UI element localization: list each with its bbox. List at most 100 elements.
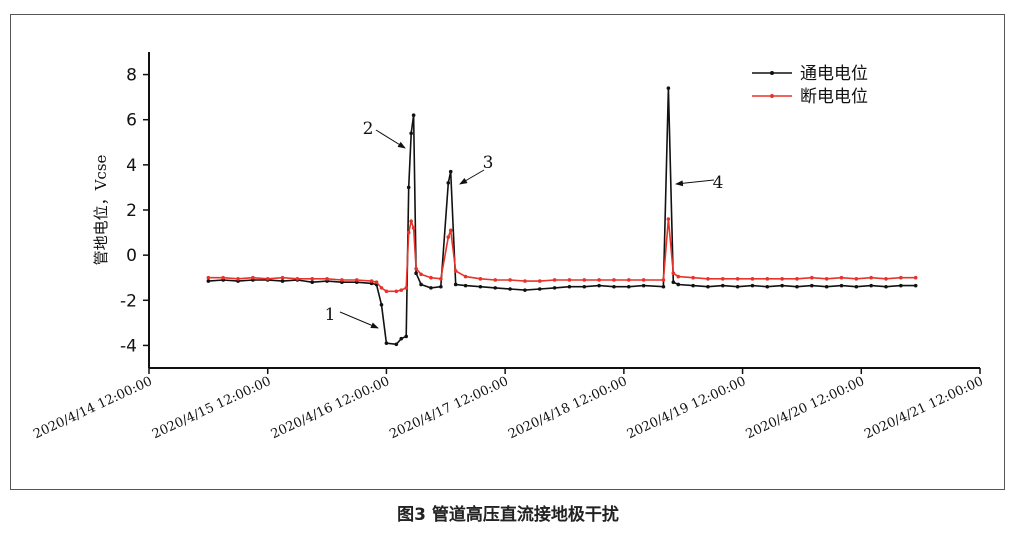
- data-point: [429, 286, 433, 290]
- data-point: [597, 278, 601, 282]
- data-point: [552, 286, 557, 290]
- annotation-arrow: [459, 169, 485, 185]
- data-point: [567, 278, 572, 282]
- data-point: [478, 277, 483, 281]
- data-point: [414, 271, 418, 276]
- data-point: [691, 283, 695, 288]
- data-point: [379, 303, 384, 307]
- data-point: [508, 278, 512, 282]
- data-point: [414, 266, 418, 271]
- y-tick-label: 6: [126, 111, 137, 131]
- data-point: [537, 287, 542, 291]
- data-point: [265, 277, 270, 281]
- data-point: [448, 228, 453, 233]
- data-point: [869, 283, 873, 288]
- data-point: [409, 131, 413, 136]
- data-point: [379, 286, 384, 290]
- data-point: [795, 284, 799, 289]
- annotation-arrow: [675, 179, 715, 187]
- data-point: [582, 278, 587, 282]
- data-point: [884, 284, 888, 289]
- x-tick-label: 2020/4/21 12:00:00: [862, 374, 985, 442]
- data-point: [597, 283, 601, 288]
- data-point: [810, 283, 814, 288]
- data-point: [641, 278, 646, 282]
- x-tick-label: 2020/4/14 12:00:00: [31, 374, 154, 442]
- data-point: [854, 284, 859, 289]
- data-point: [221, 275, 225, 280]
- data-point: [399, 336, 404, 341]
- data-point: [913, 283, 918, 288]
- data-point: [661, 284, 666, 289]
- data-point: [582, 284, 587, 289]
- data-point: [310, 277, 315, 281]
- data-point: [810, 275, 814, 280]
- data-point: [493, 278, 498, 282]
- data-point: [627, 278, 631, 282]
- data-point: [824, 277, 829, 281]
- data-point: [439, 284, 443, 289]
- data-point: [374, 280, 379, 285]
- data-point: [671, 280, 676, 285]
- legend-label: 通电电位: [800, 64, 868, 84]
- data-point: [493, 286, 498, 290]
- data-point: [913, 275, 918, 280]
- data-point: [369, 279, 374, 283]
- x-tick-label: 2020/4/19 12:00:00: [625, 374, 748, 442]
- y-tick-label: -2: [120, 291, 137, 311]
- data-point: [411, 226, 416, 230]
- data-point: [463, 274, 468, 279]
- data-point: [839, 275, 844, 280]
- y-tick-label: 4: [126, 156, 137, 176]
- data-point: [706, 277, 710, 281]
- data-point: [552, 278, 557, 282]
- annotation: 1: [325, 305, 336, 325]
- data-point: [780, 277, 784, 281]
- data-point: [394, 289, 399, 294]
- y-tick-label: -4: [120, 336, 137, 356]
- annotation: 4: [713, 173, 724, 193]
- data-point: [765, 277, 770, 281]
- data-point: [661, 278, 666, 282]
- legend-label: 断电电位: [800, 87, 868, 107]
- data-point: [280, 279, 285, 283]
- data-point: [340, 278, 344, 282]
- data-point: [295, 277, 300, 281]
- data-point: [720, 283, 725, 288]
- data-point: [627, 284, 631, 289]
- data-point: [384, 289, 389, 294]
- y-tick-label: 8: [126, 66, 137, 86]
- x-tick-label: 2020/4/17 12:00:00: [387, 374, 510, 442]
- data-point: [612, 284, 616, 289]
- data-point: [236, 277, 240, 281]
- caption: 图3 管道高压直流接地极干扰: [397, 504, 619, 525]
- data-point: [641, 283, 646, 288]
- data-point: [206, 275, 211, 280]
- data-point: [824, 284, 829, 289]
- x-tick-label: 2020/4/18 12:00:00: [506, 374, 629, 442]
- data-point: [439, 277, 443, 281]
- annotation: 3: [483, 153, 494, 173]
- annotation-arrow: [375, 129, 406, 149]
- data-point: [750, 277, 755, 281]
- data-point: [691, 275, 695, 280]
- annotation: 2: [363, 119, 374, 139]
- data-point: [899, 275, 903, 280]
- data-point: [666, 86, 671, 90]
- data-point: [399, 288, 404, 292]
- data-point: [899, 283, 903, 288]
- data-point: [446, 235, 451, 239]
- data-point: [419, 272, 423, 277]
- data-point: [453, 269, 458, 273]
- data-point: [676, 282, 681, 287]
- y-tick-label: 2: [126, 201, 137, 221]
- data-point: [325, 277, 329, 281]
- data-point: [706, 284, 710, 289]
- data-point: [384, 341, 389, 345]
- data-point: [735, 277, 740, 281]
- legend-marker: [770, 94, 774, 98]
- data-point: [735, 284, 740, 289]
- data-point: [612, 278, 616, 282]
